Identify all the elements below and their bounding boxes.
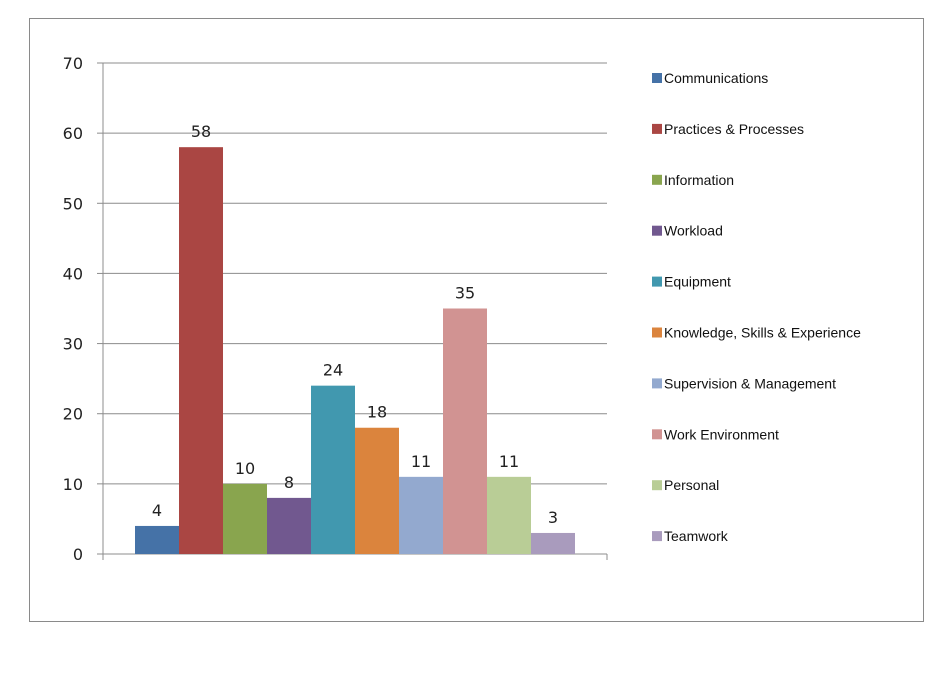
data-label-practices-processes: 58 <box>191 122 211 141</box>
legend-label-workload: Workload <box>664 223 723 239</box>
legend-label-communications: Communications <box>664 70 768 86</box>
y-tick-label-70: 70 <box>63 54 83 73</box>
bar-practices-processes <box>179 147 224 554</box>
y-tick-label-50: 50 <box>63 194 83 213</box>
data-label-work-environment: 35 <box>455 284 475 303</box>
legend-swatch-workload <box>652 225 662 236</box>
bar-workload <box>267 497 312 554</box>
data-label-equipment: 24 <box>323 361 343 380</box>
data-label-workload: 8 <box>284 473 294 492</box>
data-label-communications: 4 <box>152 501 162 520</box>
legend-swatch-information <box>652 174 662 185</box>
bar-teamwork <box>530 532 575 554</box>
legend-swatch-work-environment <box>652 429 662 440</box>
y-tick-label-20: 20 <box>63 405 83 424</box>
y-tick-label-60: 60 <box>63 124 83 143</box>
legend-label-information: Information <box>664 172 734 188</box>
legend: Communications Practices & Processes Infor… <box>652 70 861 544</box>
y-tick-label-40: 40 <box>63 264 83 283</box>
legend-label-teamwork: Teamwork <box>664 528 729 544</box>
y-tick-label-30: 30 <box>63 335 83 354</box>
bar-work-environment <box>442 308 487 554</box>
y-tick-label-10: 10 <box>63 475 83 494</box>
y-tick-label-0: 0 <box>73 545 83 564</box>
legend-label-equipment: Equipment <box>664 274 731 290</box>
bar-equipment <box>311 385 355 554</box>
data-label-information: 10 <box>235 459 255 478</box>
legend-swatch-knowledge-skills-experience <box>652 327 662 338</box>
legend-swatch-teamwork <box>652 531 662 542</box>
legend-label-supervision-management: Supervision & Management <box>664 375 836 391</box>
legend-swatch-personal <box>652 480 662 491</box>
data-label-supervision-management: 11 <box>411 452 431 471</box>
bar-personal <box>486 476 531 554</box>
legend-label-practices-processes: Practices & Processes <box>664 121 804 137</box>
legend-swatch-practices-processes <box>652 123 662 134</box>
bar-knowledge-skills-experience <box>355 427 399 554</box>
legend-swatch-supervision-management <box>652 378 662 389</box>
legend-label-personal: Personal <box>664 477 719 493</box>
data-label-personal: 11 <box>499 452 519 471</box>
bar-communications <box>135 525 180 554</box>
legend-label-work-environment: Work Environment <box>664 426 779 442</box>
legend-label-knowledge-skills-experience: Knowledge, Skills & Experience <box>664 325 861 341</box>
data-label-teamwork: 3 <box>548 508 558 527</box>
bar-supervision-management <box>398 476 443 554</box>
data-labels: 4 58 10 8 24 18 11 35 11 3 <box>152 122 558 527</box>
bars <box>135 147 575 554</box>
legend-swatch-equipment <box>652 276 662 287</box>
data-label-knowledge-skills-experience: 18 <box>367 403 387 422</box>
bar-information <box>223 483 268 554</box>
legend-swatch-communications <box>652 73 662 83</box>
